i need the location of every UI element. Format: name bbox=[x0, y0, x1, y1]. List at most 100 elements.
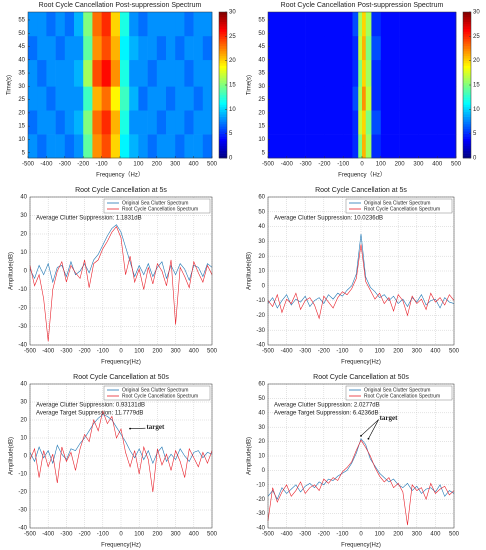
y-tick-label: 0 bbox=[24, 269, 28, 275]
y-tick-label: -40 bbox=[256, 343, 265, 349]
colorbar-segment bbox=[463, 53, 471, 57]
y-tick-label: 30 bbox=[20, 213, 27, 219]
x-tick-label: -500 bbox=[262, 162, 275, 168]
chart-title: Root Cycle Cancellation at 5s bbox=[315, 187, 407, 194]
y-tick-label: 10 bbox=[18, 137, 25, 143]
x-tick-label: -200 bbox=[79, 532, 92, 538]
heat-cell bbox=[202, 110, 213, 135]
colorbar-tick-label: 10 bbox=[473, 107, 480, 113]
y-tick-label: 25 bbox=[258, 97, 265, 103]
colorbar-tick-label: 20 bbox=[473, 58, 480, 64]
heat-cell bbox=[365, 110, 372, 135]
x-tick-label: 500 bbox=[207, 532, 218, 538]
legend-box bbox=[345, 198, 453, 214]
heat-cell bbox=[399, 86, 419, 111]
colorbar-tick-label: 15 bbox=[229, 83, 236, 89]
x-tick-label: 0 bbox=[359, 532, 363, 538]
x-tick-label: 0 bbox=[119, 349, 123, 355]
y-tick-label: -20 bbox=[18, 306, 27, 312]
colorbar-segment bbox=[219, 102, 227, 105]
heat-cell bbox=[358, 12, 363, 37]
heat-cell bbox=[120, 12, 130, 37]
heat-cell bbox=[166, 134, 176, 159]
heat-cell bbox=[55, 59, 66, 87]
colorbar-segment bbox=[219, 89, 227, 93]
heat-cell bbox=[147, 35, 158, 61]
heat-cell bbox=[92, 35, 102, 61]
colorbar-tick-label: 25 bbox=[229, 34, 236, 40]
heat-cell bbox=[358, 86, 363, 111]
heat-cell bbox=[380, 86, 400, 111]
colorbar-segment bbox=[219, 38, 227, 42]
x-tick-label: 400 bbox=[189, 162, 200, 168]
heat-cell bbox=[28, 35, 38, 61]
target-arrow-head bbox=[129, 427, 132, 430]
colorbar-segment bbox=[219, 121, 227, 125]
x-axis-label: Frequency(Hz) bbox=[101, 543, 141, 549]
legend-label: Original Sea Clutter Spectrum bbox=[122, 387, 188, 393]
colorbar-segment bbox=[219, 116, 227, 120]
heat-cell bbox=[268, 35, 288, 61]
y-axis-label: Amplitude(dB) bbox=[9, 252, 15, 290]
colorbar-segment bbox=[219, 119, 227, 122]
x-tick-label: 400 bbox=[430, 532, 441, 538]
colorbar-segment bbox=[219, 12, 227, 15]
legend-label: Root Cycle Cancellation Spectrum bbox=[122, 393, 198, 399]
colorbar-segment bbox=[219, 77, 227, 81]
colorbar-segment bbox=[463, 19, 471, 23]
heat-cell bbox=[166, 110, 176, 135]
y-tick-label: 50 bbox=[18, 31, 25, 37]
heat-cell bbox=[202, 134, 213, 159]
heat-cell bbox=[120, 86, 130, 111]
y-tick-label: 40 bbox=[258, 410, 265, 416]
colorbar-segment bbox=[463, 104, 471, 108]
colorbar-segment bbox=[219, 123, 227, 127]
x-tick-label: 300 bbox=[413, 162, 424, 168]
y-tick-label: 20 bbox=[18, 110, 25, 116]
x-axis-label: Frequency（Hz） bbox=[96, 172, 144, 179]
colorbar-segment bbox=[463, 63, 471, 66]
y-tick-label: 60 bbox=[258, 382, 265, 388]
heat-cell bbox=[64, 134, 75, 159]
colorbar-segment bbox=[219, 150, 227, 154]
heat-cell bbox=[358, 59, 363, 87]
heat-cell bbox=[37, 12, 47, 37]
y-tick-label: 45 bbox=[258, 44, 265, 50]
y-tick-label: -30 bbox=[256, 328, 265, 334]
colorbar-segment bbox=[219, 140, 227, 144]
x-tick-label: -200 bbox=[318, 532, 331, 538]
heat-cell bbox=[268, 86, 288, 111]
colorbar-segment bbox=[219, 31, 227, 35]
target-arrow bbox=[368, 419, 379, 439]
chart-title: Root Cycle Cancellation at 50s bbox=[73, 374, 169, 381]
heat-cell bbox=[156, 86, 167, 111]
heat-cell bbox=[371, 35, 382, 61]
colorbar-segment bbox=[463, 128, 471, 132]
y-tick-label: 55 bbox=[18, 18, 25, 24]
heat-cell bbox=[46, 86, 56, 111]
colorbar-segment bbox=[219, 46, 227, 49]
colorbar-segment bbox=[463, 21, 471, 25]
heat-cell bbox=[74, 86, 84, 111]
heat-cell bbox=[83, 110, 93, 135]
heat-cell bbox=[371, 110, 382, 135]
x-tick-label: -200 bbox=[318, 162, 331, 168]
heat-cell bbox=[324, 86, 344, 111]
heat-cell bbox=[120, 110, 130, 135]
y-tick-label: -10 bbox=[18, 287, 27, 293]
colorbar-segment bbox=[463, 148, 471, 151]
x-tick-label: 100 bbox=[375, 349, 386, 355]
x-tick-label: 500 bbox=[207, 162, 218, 168]
colorbar-segment bbox=[463, 85, 471, 88]
y-tick-label: 10 bbox=[258, 269, 265, 275]
x-tick-label: -400 bbox=[281, 532, 294, 538]
x-tick-label: 200 bbox=[152, 162, 163, 168]
target-label: target bbox=[146, 423, 165, 431]
x-tick-label: 500 bbox=[449, 532, 460, 538]
x-tick-label: 0 bbox=[118, 162, 122, 168]
colorbar-segment bbox=[463, 97, 471, 100]
legend-label: Original Sea Clutter Spectrum bbox=[364, 387, 430, 393]
heat-cell bbox=[286, 134, 306, 159]
colorbar-segment bbox=[219, 94, 227, 98]
heat-cell bbox=[64, 59, 75, 87]
